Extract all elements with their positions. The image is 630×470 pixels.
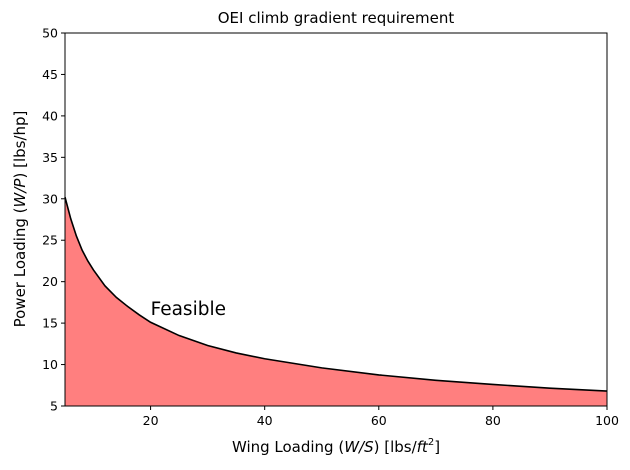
feasible-region-area	[65, 197, 607, 406]
plot-frame	[64, 32, 608, 407]
y-tick-label: 20	[42, 274, 58, 289]
y-axis-label-suffix: ) [lbs/hp]	[11, 111, 29, 179]
x-tick-label: 60	[371, 413, 387, 428]
y-tick-label: 40	[42, 108, 58, 123]
x-axis-label-mid: ) [lbs/	[374, 438, 418, 456]
y-axis-label-var: W/P	[11, 178, 29, 208]
x-axis-label-prefix: Wing Loading (	[232, 438, 344, 456]
y-axis-label: Power Loading (W/P) [lbs/hp]	[11, 111, 29, 328]
constraint-curve	[64, 196, 608, 392]
x-axis-label-sup: 2	[428, 437, 434, 448]
x-tick-label: 40	[257, 413, 273, 428]
x-tick-label: 80	[485, 413, 501, 428]
y-tick-label: 30	[42, 191, 58, 206]
x-tick-label: 20	[143, 413, 159, 428]
y-tick-label: 50	[42, 26, 58, 41]
annotation-feasible: Feasible	[151, 299, 226, 320]
y-tick-label: 25	[42, 233, 58, 248]
x-axis-label-unit: ft	[417, 438, 429, 456]
x-axis-ticks: 20 40 60 80 100	[143, 406, 619, 428]
x-tick-label: 100	[595, 413, 619, 428]
chart-title: OEI climb gradient requirement	[218, 9, 455, 27]
y-axis-ticks: 5 10 15 20 25 30 35 40 45 50	[42, 26, 65, 414]
x-axis-label-var: W/S	[344, 438, 374, 456]
x-axis-label-suffix: ]	[434, 438, 440, 456]
y-tick-label: 35	[42, 150, 58, 165]
y-tick-label: 15	[42, 316, 58, 331]
y-axis-label-prefix: Power Loading (	[11, 207, 29, 327]
y-tick-label: 45	[42, 67, 58, 82]
y-tick-label: 5	[50, 399, 58, 414]
y-tick-label: 10	[42, 357, 58, 372]
x-axis-label: Wing Loading (W/S) [lbs/ft2]	[232, 437, 440, 456]
plot-area	[64, 196, 608, 406]
